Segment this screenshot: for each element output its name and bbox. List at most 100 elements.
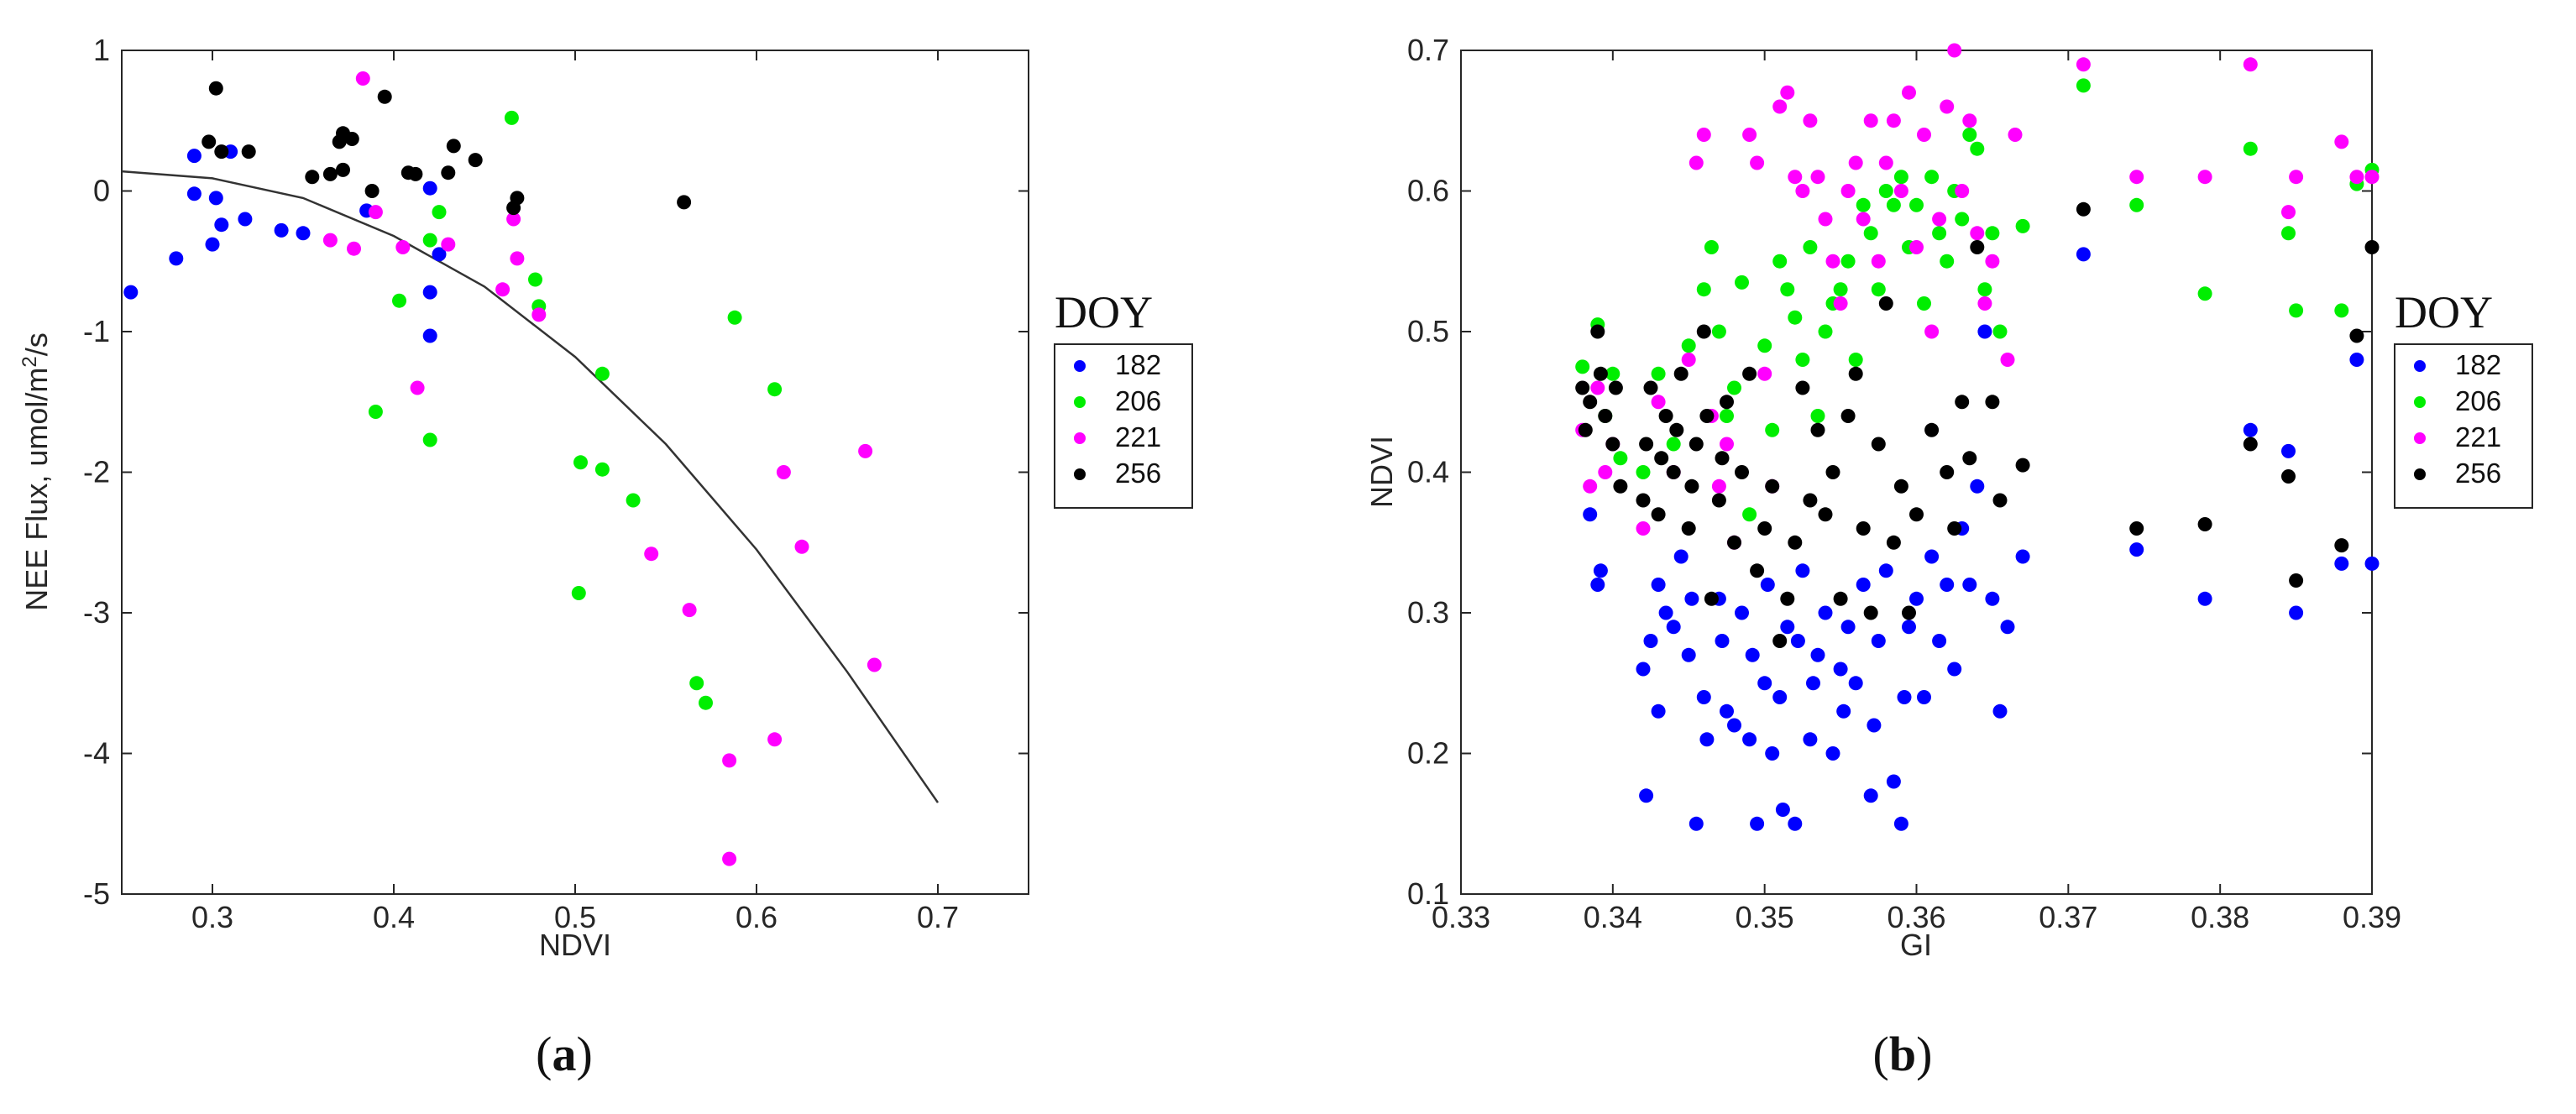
chart-b-point-256 [2281,469,2296,484]
chart-b-x-tick-label: 0.34 [1584,900,1642,934]
chart-b-point-221 [2129,170,2144,185]
chart-b-point-256 [1833,591,1848,606]
chart-b-point-182 [1790,634,1805,648]
chart-a-point-221 [644,547,659,562]
chart-b-point-182 [1848,676,1863,691]
chart-b-point-206 [1704,240,1719,254]
chart-b-point-206 [2243,141,2258,156]
chart-b-point-206 [2197,286,2212,301]
chart-b-point-182 [1795,563,1810,578]
chart-a-point-256 [408,166,423,181]
chart-b-point-221 [1977,296,1992,311]
chart-b-x-axis-label: GI [1900,928,1932,962]
chart-b-point-221 [1848,155,1863,170]
chart-b-point-221 [2289,170,2304,185]
chart-b-point-221 [1863,113,1878,128]
chart-a-point-206 [699,695,713,710]
chart-a-y-tick-label: 0 [93,174,110,208]
chart-a-point-256 [344,132,359,146]
chart-b-point-182 [2015,549,2030,564]
chart-a-point-221 [531,307,547,322]
chart-b-point-206 [1788,310,1803,325]
chart-b-point-182 [1681,647,1696,662]
chart-b-y-tick-label: 0.2 [1407,736,1449,771]
chart-a-point-221 [722,753,737,768]
chart-b-point-182 [1947,662,1962,677]
chart-a-point-206 [528,272,542,287]
chart-a-point-206 [626,493,641,508]
chart-a-point-256 [322,166,338,181]
chart-b-point-256 [1871,437,1886,452]
chart-b-legend-marker-206 [2414,396,2426,408]
chart-b-point-182 [1651,578,1666,592]
chart-b-point-206 [2281,226,2296,241]
chart-a-point-206 [767,382,783,397]
chart-b-point-256 [1704,591,1719,606]
chart-a-legend-marker-206 [1074,396,1086,408]
chart-b-point-221 [1757,366,1772,381]
chart-a-point-256 [446,139,461,154]
chart-a: 0.3 0.4 0.5 0.6 0.7 -5 -4 -3 -2 -1 0 1 NDVI NEE Flu… [18,33,1193,1081]
chart-b-point-221 [1720,437,1734,452]
chart-b-point-221 [1886,113,1901,128]
chart-b-point-256 [1840,409,1856,423]
chart-b-point-206 [1575,359,1590,374]
chart-b-point-206 [1962,128,1977,142]
chart-b-ticks: 0.33 0.34 0.35 0.36 0.37 0.38 0.39 0.1 0.2 0.3 0.4… [1407,33,2401,934]
chart-a-point-206 [594,366,610,381]
chart-b-point-206 [1955,212,1970,227]
chart-b-point-256 [1593,366,1608,381]
chart-a-series-221 [322,71,882,866]
chart-a-x-axis-label: NDVI [539,928,611,962]
chart-b-point-206 [1765,422,1780,437]
chart-b-point-256 [1985,395,2000,410]
chart-b-point-256 [1848,366,1863,381]
chart-a-point-182 [169,251,184,266]
chart-b-point-256 [1590,324,1605,339]
chart-b-point-206 [1795,353,1810,367]
chart-b-point-182 [2334,556,2349,571]
chart-a-point-221 [410,380,425,395]
chart-b-point-256 [1772,634,1788,648]
chart-b-point-256 [1940,465,1955,479]
chart-b-point-182 [1806,676,1820,691]
chart-b-point-256 [2015,458,2030,473]
chart-b-point-182 [1977,324,1992,339]
chart-b-point-182 [1735,605,1749,620]
chart-b-point-182 [1970,479,1985,494]
chart-b-point-182 [1856,578,1871,592]
chart-b-point-221 [1940,99,1955,114]
chart-b-point-221 [1871,254,1886,269]
chart-a-point-182 [422,180,437,196]
chart-b-x-tick-label: 0.36 [1887,900,1945,934]
chart-b-point-256 [1608,380,1623,395]
chart-b-point-206 [1886,197,1901,212]
chart-a-point-256 [202,134,217,149]
chart-b-point-182 [1886,774,1901,789]
chart-b-point-182 [1992,703,2008,719]
chart-b-point-256 [1658,409,1673,423]
chart-b-point-221 [1750,155,1765,170]
chart-b-x-tick-label: 0.37 [2039,900,2097,934]
chart-b-point-182 [2364,556,2380,571]
chart-a-point-182 [205,237,220,252]
chart-b-plot-frame [1460,50,2373,895]
chart-a-point-206 [594,462,610,477]
chart-b-point-206 [1613,451,1628,466]
chart-b-point-256 [1684,479,1699,494]
chart-b-point-206 [1848,353,1863,367]
chart-b-point-221 [1795,184,1810,198]
chart-b-point-206 [1720,409,1734,423]
chart-b-point-256 [1825,465,1840,479]
chart-b-point-206 [1666,437,1681,452]
chart-b-point-221 [1962,113,1977,128]
chart-b-point-256 [1803,493,1818,508]
chart-b-point-206 [1833,282,1848,297]
chart-b-point-182 [1772,690,1788,704]
chart-a-point-221 [510,251,525,266]
chart-b-point-221 [1689,155,1704,170]
chart-b-point-256 [1605,437,1620,452]
chart-b-point-206 [2129,197,2144,212]
chart-a-point-256 [305,170,320,185]
chart-b-point-256 [1886,535,1901,550]
